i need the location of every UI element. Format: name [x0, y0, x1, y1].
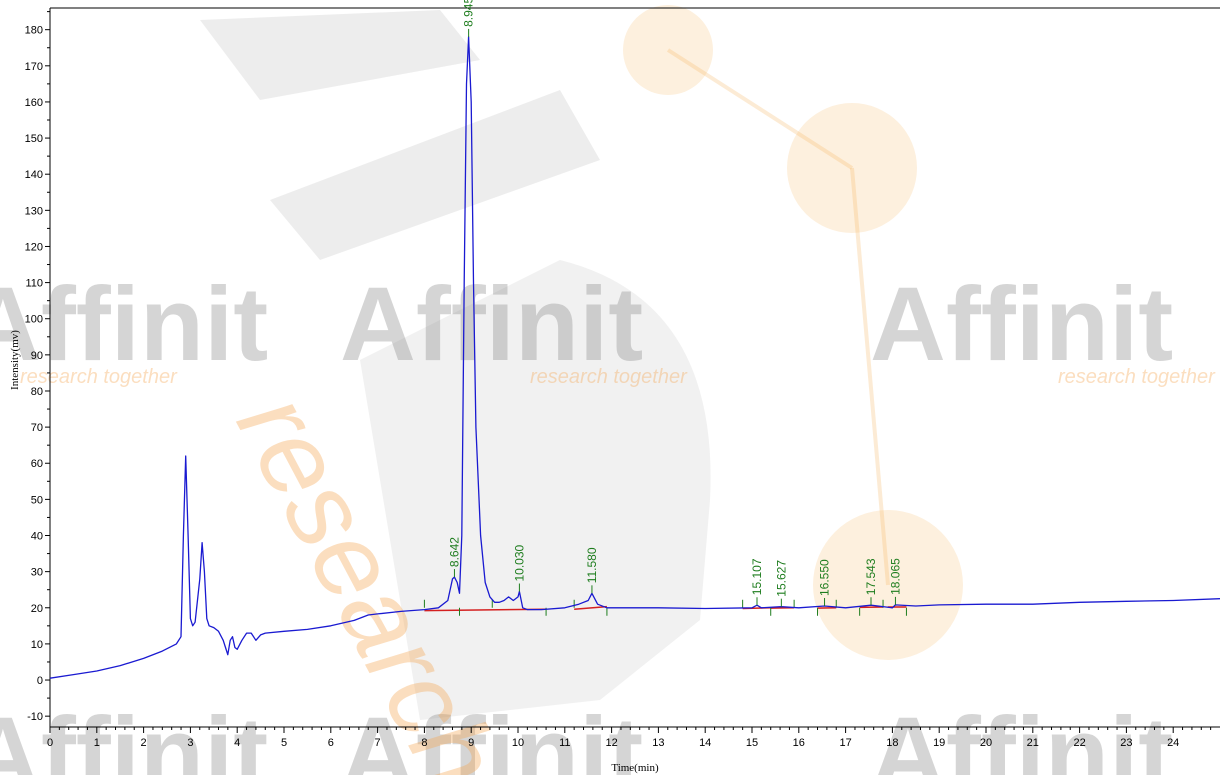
- y-tick-label: 150: [25, 133, 43, 145]
- x-tick-label: 2: [141, 737, 147, 749]
- watermark-tagline: research together: [530, 366, 688, 388]
- y-tick-label: 110: [25, 278, 43, 290]
- watermark-brand: Affinit: [340, 266, 643, 383]
- y-tick-label: 70: [31, 422, 43, 434]
- watermark-brand: Affinit: [340, 696, 643, 775]
- y-tick-label: 170: [25, 61, 43, 73]
- y-tick-label: 100: [25, 314, 43, 326]
- x-tick-label: 5: [281, 737, 287, 749]
- axes-layer: -100102030405060708090100110120130140150…: [25, 7, 1220, 749]
- y-tick-label: 130: [25, 205, 43, 217]
- peak-label: 15.107: [750, 558, 764, 595]
- y-tick-label: 140: [25, 169, 43, 181]
- y-tick-label: 160: [25, 97, 43, 109]
- y-tick-label: 60: [31, 458, 43, 470]
- y-tick-label: 20: [31, 603, 43, 615]
- x-tick-label: 24: [1167, 737, 1179, 749]
- y-tick-label: 80: [31, 386, 43, 398]
- peak-label: 8.642: [447, 537, 461, 567]
- peak-label: 16.550: [818, 559, 832, 596]
- x-tick-label: 22: [1073, 737, 1085, 749]
- x-tick-label: 16: [793, 737, 805, 749]
- x-tick-label: 23: [1120, 737, 1132, 749]
- x-tick-label: 7: [375, 737, 381, 749]
- x-tick-label: 18: [886, 737, 898, 749]
- y-tick-label: 90: [31, 350, 43, 362]
- y-tick-label: 10: [31, 639, 43, 651]
- y-tick-label: -10: [27, 711, 43, 723]
- x-tick-label: 15: [746, 737, 758, 749]
- watermark-circle: [813, 510, 963, 660]
- x-tick-label: 12: [605, 737, 617, 749]
- watermark-shape: [270, 90, 600, 260]
- x-tick-label: 21: [1027, 737, 1039, 749]
- x-tick-label: 14: [699, 737, 711, 749]
- peak-label: 11.580: [585, 547, 599, 583]
- watermark-circle: [623, 5, 713, 95]
- x-tick-label: 10: [512, 737, 524, 749]
- trace-layer: [49, 36, 1220, 679]
- y-tick-label: 30: [31, 567, 43, 579]
- x-tick-label: 17: [839, 737, 851, 749]
- x-tick-label: 13: [652, 737, 664, 749]
- watermark-brand: Affinit: [0, 696, 268, 775]
- watermark-layer: Affinit Affinit Affinit Affinit Affinit Affin…: [0, 5, 1216, 775]
- x-tick-label: 0: [47, 737, 53, 749]
- peak-label: 8.945: [462, 0, 476, 27]
- x-tick-label: 20: [980, 737, 992, 749]
- x-tick-label: 11: [559, 737, 570, 749]
- peak-label: 18.065: [888, 558, 902, 595]
- x-axis-title: Time(min): [611, 762, 659, 774]
- watermark-shape: [200, 10, 480, 100]
- watermark-brand: Affinit: [0, 266, 268, 383]
- peak-label: 10.030: [512, 544, 526, 581]
- watermark-tagline: research together: [1058, 366, 1216, 388]
- watermark-tagline: research together: [20, 366, 178, 388]
- watermark-circle: [787, 103, 917, 233]
- x-tick-label: 4: [234, 737, 240, 749]
- y-tick-label: 50: [31, 494, 43, 506]
- y-tick-label: 0: [37, 675, 43, 687]
- y-tick-label: 40: [31, 531, 43, 543]
- x-tick-label: 9: [468, 737, 474, 749]
- chromatogram-trace: [49, 36, 1220, 679]
- y-tick-label: 180: [25, 25, 43, 37]
- watermark-line: [666, 48, 854, 170]
- x-tick-label: 6: [328, 737, 334, 749]
- x-tick-label: 1: [94, 737, 100, 749]
- watermark-line: [850, 167, 890, 586]
- peak-layer: 8.642 8.945 10.030 11.580 15.107 15.627 16.550…: [447, 0, 902, 607]
- y-tick-label: 120: [25, 241, 43, 253]
- peak-label: 17.543: [864, 558, 878, 595]
- y-axis-title: Intensity(mv): [9, 330, 21, 390]
- integration-baseline: [574, 605, 607, 610]
- watermark-brand: Affinit: [870, 696, 1173, 775]
- x-tick-label: 3: [187, 737, 193, 749]
- x-tick-label: 8: [421, 737, 427, 749]
- watermark-brand: Affinit: [870, 266, 1173, 383]
- peak-label: 15.627: [774, 560, 788, 597]
- x-tick-label: 19: [933, 737, 945, 749]
- watermark-shape: [360, 260, 711, 720]
